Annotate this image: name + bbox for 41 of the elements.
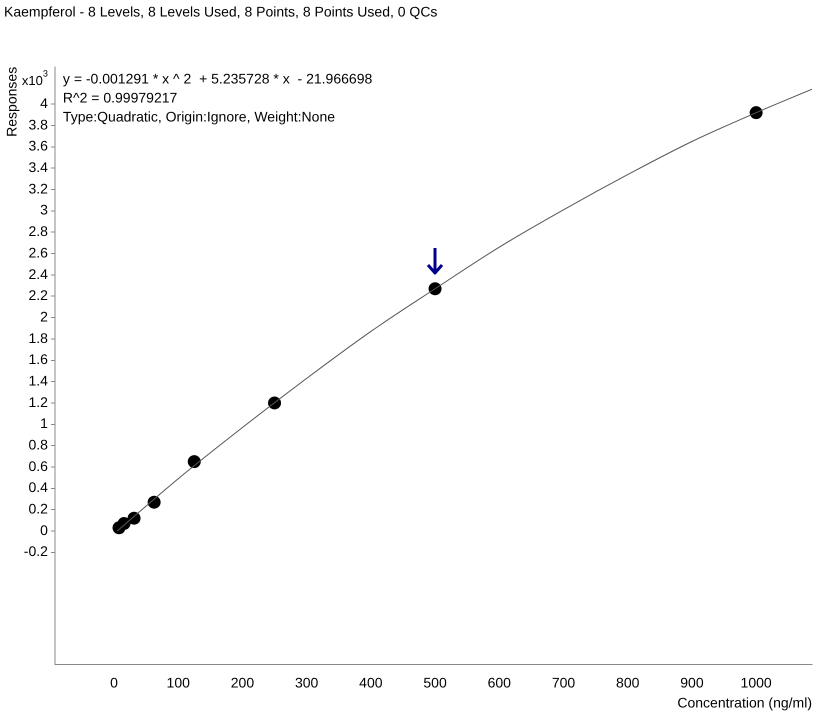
y-axis-title: Responses — [3, 66, 20, 137]
point — [188, 455, 201, 468]
y-tick-label: 4 — [40, 95, 48, 112]
y-tick-label: 0.4 — [28, 479, 48, 496]
y-tick-label: 2.2 — [28, 287, 48, 304]
x-tick-label: 800 — [616, 674, 640, 691]
y-tick-label: 1.2 — [28, 394, 48, 410]
y-tick-label: 0.2 — [28, 500, 48, 517]
x-tick-label: 400 — [359, 674, 383, 691]
x-axis-title: Concentration (ng/ml) — [677, 694, 812, 710]
point — [148, 496, 161, 509]
y-tick-label: 1 — [40, 415, 48, 432]
y-tick-label: 0.6 — [28, 458, 48, 474]
x-tick-label: 1000 — [740, 674, 772, 691]
x-tick-label: 900 — [680, 674, 704, 691]
x-tick-label: 500 — [423, 674, 447, 691]
y-tick-label: 3.2 — [28, 180, 48, 196]
y-tick-label: 3.8 — [28, 116, 48, 132]
annotation: R^2 = 0.99979217 — [62, 90, 178, 106]
annotation: Type:Quadratic, Origin:Ignore, Weight:None — [62, 108, 336, 125]
y-tick-label: 2.4 — [28, 266, 48, 282]
y-tick-label: 0.8 — [28, 436, 48, 452]
x-tick-label: 200 — [230, 674, 254, 691]
chart-title: Kaempferol - 8 Levels, 8 Levels Used, 8 Points, 8 Points Used, 0 QCs — [4, 3, 438, 20]
y-tick-label: 2 — [40, 308, 48, 324]
y-tick-label: 2.6 — [28, 244, 48, 260]
y-tick-label: 3.6 — [28, 138, 48, 154]
x-tick-label: 700 — [552, 674, 576, 691]
y-tick-label: 1.6 — [28, 351, 48, 368]
y-tick-label: 0 — [40, 522, 48, 538]
y-tick-label: 1.8 — [28, 330, 48, 346]
x-tick-label: 0 — [110, 674, 118, 691]
x-tick-label: 300 — [294, 674, 319, 691]
x-tick-label: 600 — [488, 674, 512, 691]
y-tick-label: 1.4 — [28, 372, 48, 388]
x-tick-label: 100 — [166, 674, 190, 691]
y-tick-label: 2.8 — [28, 223, 48, 240]
annotation: y = -0.001291 * x ^ 2 + 5.235728 * x - 21.966698 — [62, 70, 372, 87]
y-tick-label: 3 — [40, 202, 48, 218]
y-tick-label: -0.2 — [24, 543, 48, 560]
y-tick-label: 3.4 — [28, 159, 48, 176]
